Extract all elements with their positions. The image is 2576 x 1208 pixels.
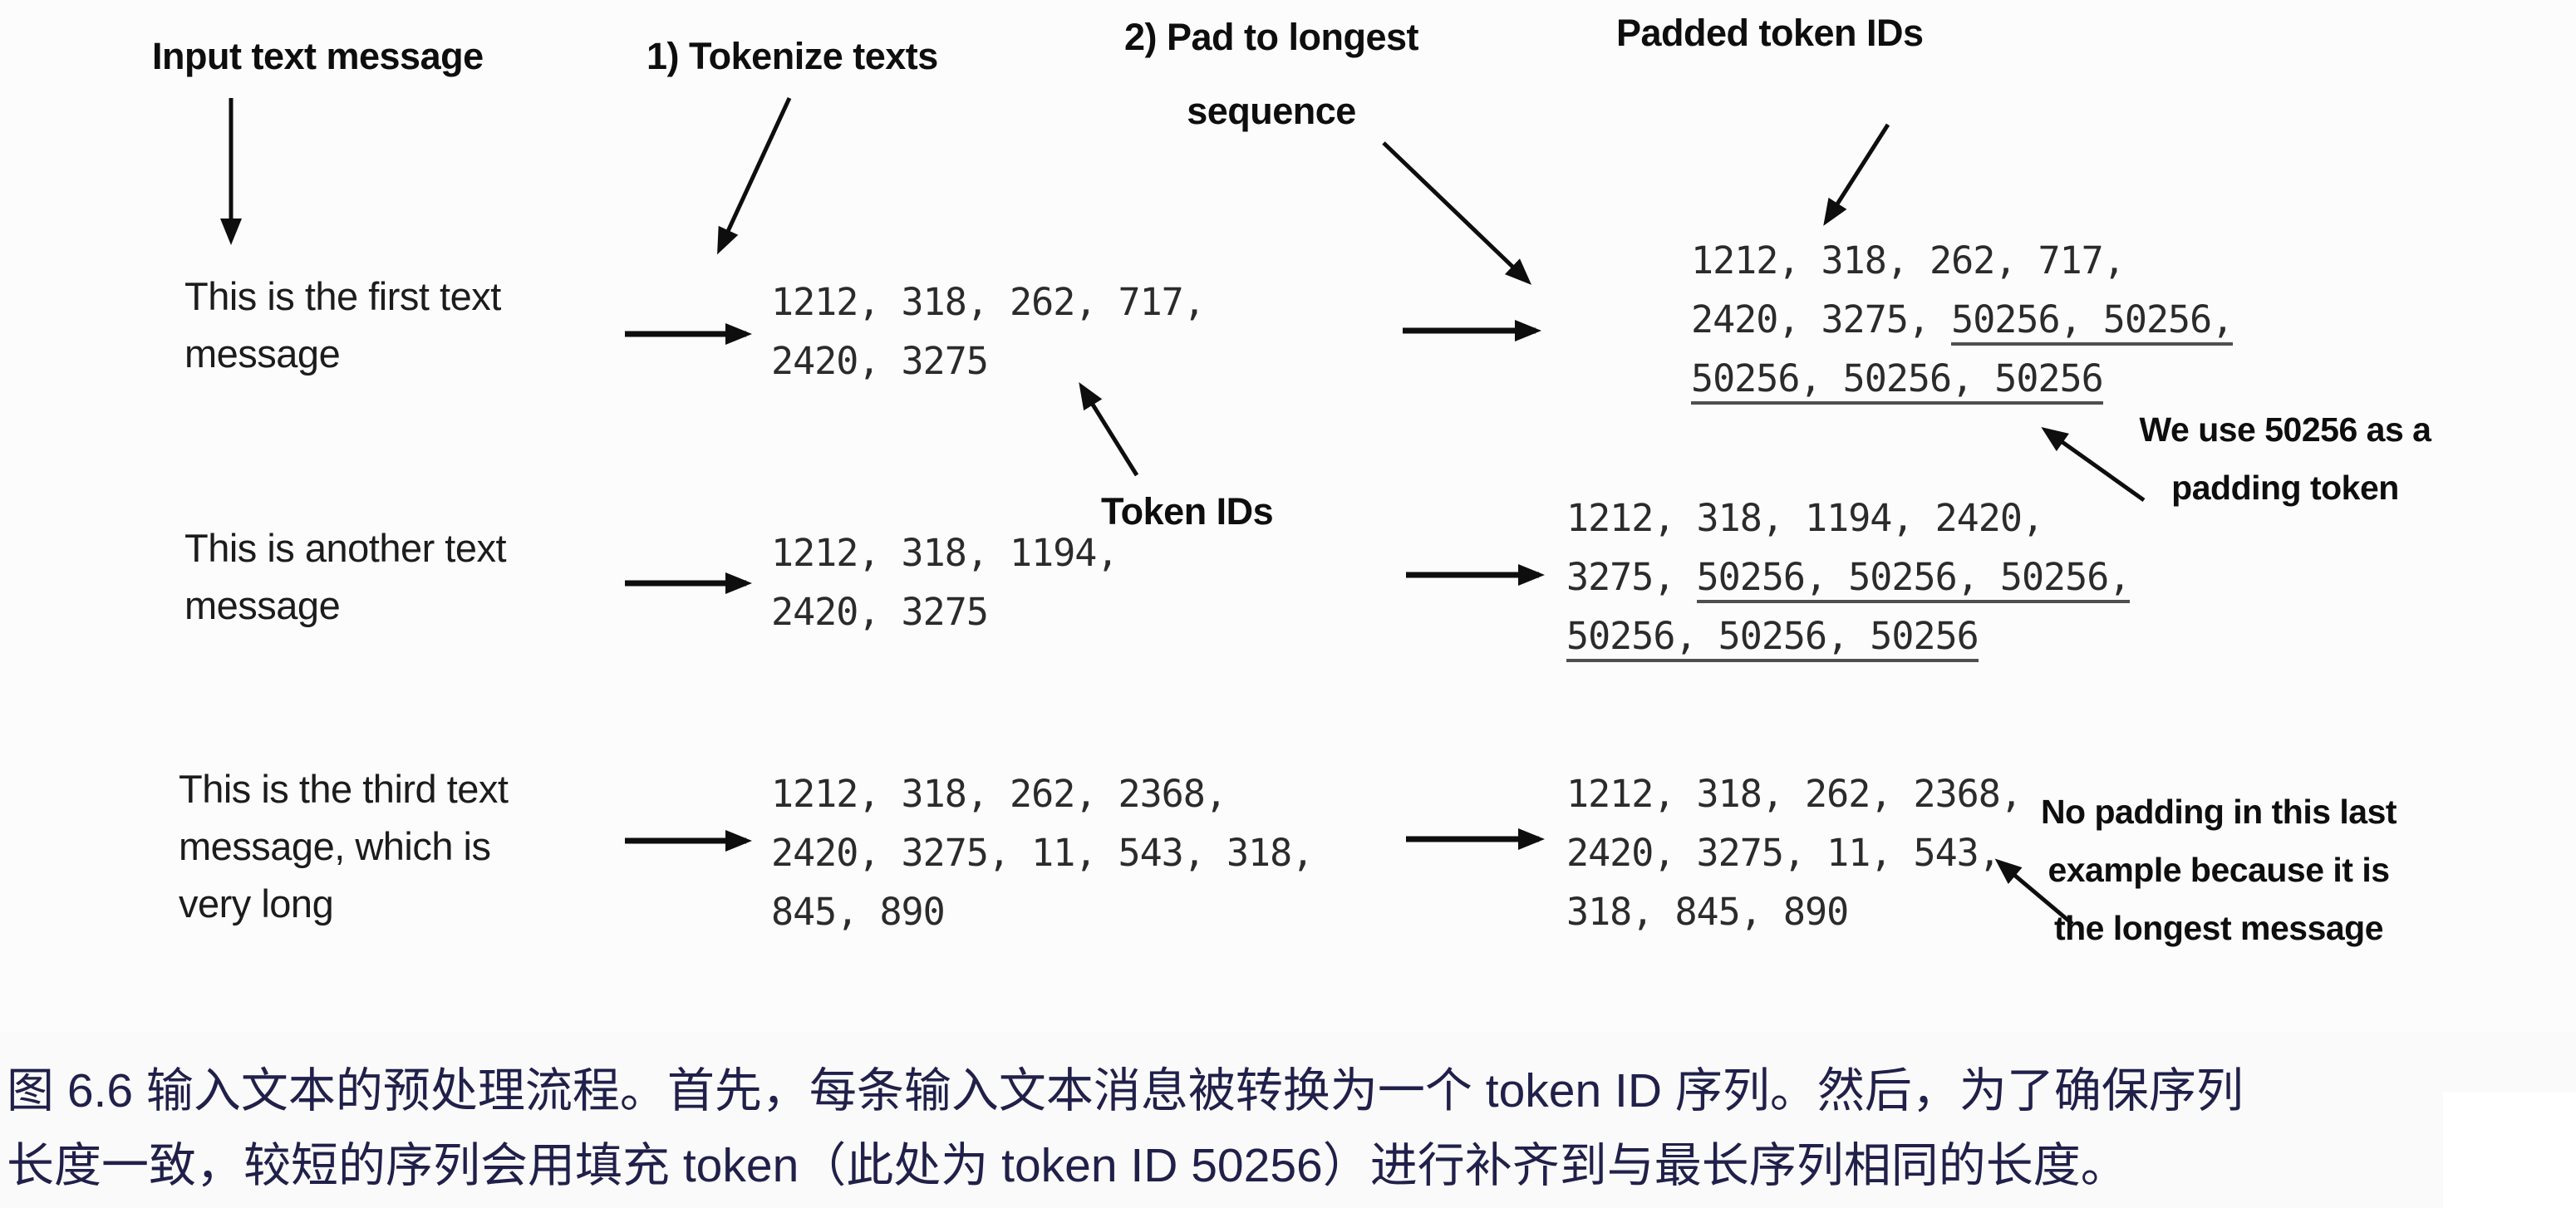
row1-padded-line3: 50256, 50256, 50256	[1691, 349, 2233, 408]
pad-step-label-line1: 2) Pad to longest	[1123, 16, 1419, 58]
background-artifact	[2443, 1092, 2576, 1208]
input-text-message-label: Input text message	[152, 35, 484, 77]
row1-padded-line2-padding: 50256, 50256,	[1951, 297, 2234, 346]
row1-padded-line2: 2420, 3275, 50256, 50256,	[1691, 290, 2234, 349]
padding-token-note: We use 50256 as a padding token	[2115, 400, 2456, 517]
row2-token-line2: 2420, 3275	[771, 590, 989, 634]
row2-padded-token-ids: 1212, 318, 1194, 2420, 3275, 50256, 5025…	[1566, 489, 2131, 665]
row1-input-line1: This is the first text	[184, 274, 501, 318]
row2-padded-line2: 3275, 50256, 50256, 50256,	[1566, 548, 2131, 606]
caption-background	[0, 1032, 2576, 1208]
figure-caption-line1: 图 6.6 输入文本的预处理流程。首先，每条输入文本消息被转换为一个 token…	[7, 1064, 2244, 1117]
row3-input-message: This is the third text message, which is…	[179, 760, 509, 932]
row3-padded-line2: 2420, 3275, 11, 543,	[1566, 831, 2001, 875]
padded-token-ids-label: Padded token IDs	[1616, 12, 1924, 54]
row1-input-line2: message	[184, 331, 341, 376]
row1-token-line1: 1212, 318, 262, 717,	[771, 280, 1206, 324]
row1-padded-line1: 1212, 318, 262, 717,	[1691, 238, 2126, 282]
row3-padded-token-ids: 1212, 318, 262, 2368, 2420, 3275, 11, 54…	[1566, 764, 2023, 941]
padding-token-note-line2: padding token	[2171, 469, 2399, 507]
token-ids-label-arrow	[1079, 382, 1139, 477]
padded-label-arrow	[1823, 123, 1890, 226]
row2-padded-line3: 50256, 50256, 50256	[1566, 606, 2130, 665]
row2-padded-line2-padding: 50256, 50256, 50256,	[1696, 555, 2131, 603]
figure-caption: 图 6.6 输入文本的预处理流程。首先，每条输入文本消息被转换为一个 token…	[7, 1053, 2244, 1203]
pad-label-arrow	[1382, 141, 1532, 285]
row2-input-line1: This is another text	[184, 526, 507, 570]
row3-input-line2: message, which is	[179, 824, 491, 868]
no-padding-note: No padding in this last example because …	[2007, 783, 2431, 957]
row2-token-line1: 1212, 318, 1194,	[771, 531, 1118, 575]
row1-input-message: This is the first text message	[184, 268, 501, 382]
no-padding-note-line2: example because it is	[2048, 851, 2390, 889]
figure-caption-line2: 长度一致，较短的序列会用填充 token（此处为 token ID 50256）…	[7, 1139, 2128, 1192]
row3-padded-line3: 318, 845, 890	[1566, 890, 1849, 934]
row3-token-line3: 845, 890	[771, 890, 946, 934]
row1-padded-token-ids: 1212, 318, 262, 717, 2420, 3275, 50256, …	[1691, 231, 2234, 408]
row2-input-message: This is another text message	[184, 519, 507, 634]
row3-input-line3: very long	[179, 881, 334, 926]
pad-step-label-line2: sequence	[1187, 90, 1356, 132]
no-padding-note-line3: the longest message	[2053, 909, 2384, 947]
pad-step-label: 2) Pad to longest sequence	[1097, 0, 1446, 148]
row3-input-line1: This is the third text	[179, 767, 509, 811]
row3-token-ids: 1212, 318, 262, 2368, 2420, 3275, 11, 54…	[771, 764, 1314, 941]
row2-padded-line1: 1212, 318, 1194, 2420,	[1566, 496, 2044, 540]
tokenize-step-label: 1) Tokenize texts	[646, 35, 938, 77]
padding-token-note-line1: We use 50256 as a	[2139, 410, 2431, 449]
row1-token-ids: 1212, 318, 262, 717, 2420, 3275	[771, 273, 1206, 390]
row1-token-line2: 2420, 3275	[771, 339, 989, 383]
row3-token-line2: 2420, 3275, 11, 543, 318,	[771, 831, 1314, 875]
row2-padded-line3-padding: 50256, 50256, 50256	[1566, 614, 1979, 662]
row2-input-line2: message	[184, 583, 341, 627]
row3-padded-line1: 1212, 318, 262, 2368,	[1566, 772, 2023, 816]
no-padding-note-line1: No padding in this last	[2040, 793, 2397, 831]
row1-padded-line3-padding: 50256, 50256, 50256	[1691, 356, 2104, 405]
row3-token-line1: 1212, 318, 262, 2368,	[771, 772, 1227, 816]
tokenize-label-arrow	[717, 96, 792, 255]
token-ids-label: Token IDs	[1101, 490, 1274, 533]
row2-token-ids: 1212, 318, 1194, 2420, 3275	[771, 523, 1118, 641]
